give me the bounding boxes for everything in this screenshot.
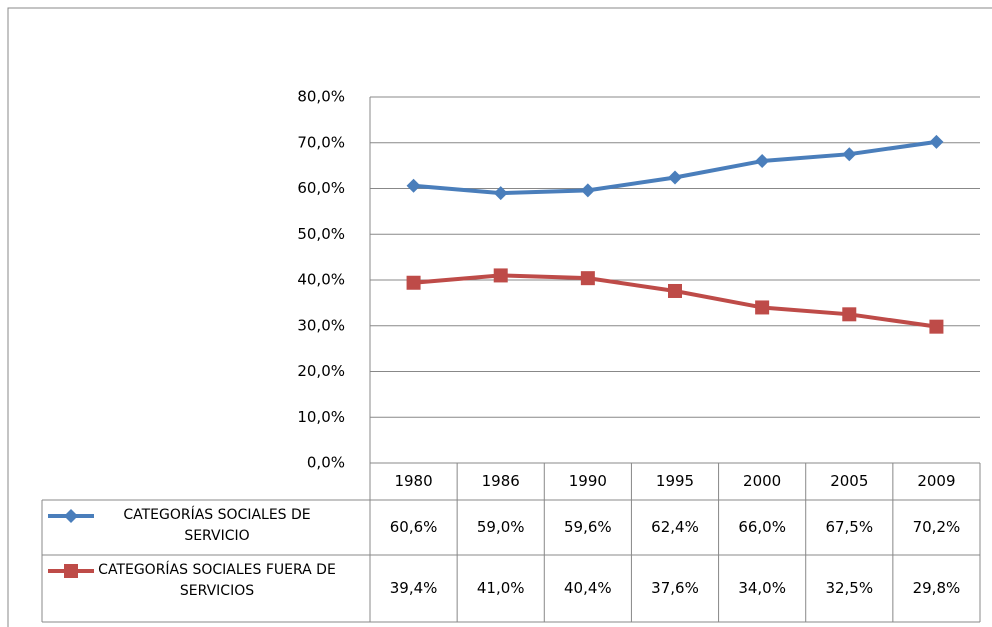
y-tick-label: 40,0% bbox=[297, 271, 345, 289]
point bbox=[580, 271, 595, 286]
legend-marker bbox=[64, 509, 78, 523]
y-tick-label: 20,0% bbox=[297, 362, 345, 380]
point bbox=[929, 319, 944, 334]
table-value: 29,8% bbox=[913, 579, 961, 597]
point bbox=[842, 147, 857, 162]
x-tick-label: 2000 bbox=[743, 472, 781, 490]
x-tick-label: 1980 bbox=[394, 472, 432, 490]
table-value: 40,4% bbox=[564, 579, 612, 597]
x-tick-label: 2005 bbox=[830, 472, 868, 490]
x-tick-label: 1995 bbox=[656, 472, 694, 490]
table-value: 70,2% bbox=[913, 518, 961, 536]
legend-marker bbox=[64, 564, 78, 578]
point bbox=[406, 178, 421, 193]
table-value: 66,0% bbox=[738, 518, 786, 536]
table-value: 34,0% bbox=[738, 579, 786, 597]
x-tick-label: 1986 bbox=[482, 472, 520, 490]
table-value: 39,4% bbox=[390, 579, 438, 597]
point bbox=[406, 275, 421, 290]
table-value: 59,0% bbox=[477, 518, 525, 536]
table-value: 37,6% bbox=[651, 579, 699, 597]
table-value: 32,5% bbox=[825, 579, 873, 597]
y-tick-label: 50,0% bbox=[297, 225, 345, 243]
point bbox=[493, 186, 508, 201]
y-tick-label: 0,0% bbox=[307, 454, 345, 472]
point bbox=[668, 283, 682, 298]
point bbox=[755, 154, 770, 169]
table-value: 41,0% bbox=[477, 579, 525, 597]
table-value: 59,6% bbox=[564, 518, 612, 536]
point bbox=[668, 170, 682, 185]
y-tick-label: 10,0% bbox=[297, 408, 345, 426]
y-tick-label: 30,0% bbox=[297, 316, 345, 334]
point bbox=[493, 268, 508, 283]
point bbox=[929, 134, 944, 149]
point bbox=[755, 300, 770, 315]
table-value: 62,4% bbox=[651, 518, 699, 536]
y-tick-label: 70,0% bbox=[297, 133, 345, 151]
table-value: 60,6% bbox=[390, 518, 438, 536]
x-tick-label: 2009 bbox=[917, 472, 955, 490]
y-tick-label: 60,0% bbox=[297, 179, 345, 197]
legend-label: CATEGORÍAS SOCIALES FUERA DE SERVICIOS bbox=[98, 562, 336, 599]
legend-label: CATEGORÍAS SOCIALES DE SERVICIO bbox=[123, 507, 311, 544]
point bbox=[842, 307, 857, 322]
x-tick-label: 1990 bbox=[569, 472, 607, 490]
chart-frame bbox=[7, 7, 992, 627]
point bbox=[580, 183, 595, 198]
y-tick-label: 80,0% bbox=[297, 88, 345, 106]
table-value: 67,5% bbox=[825, 518, 873, 536]
